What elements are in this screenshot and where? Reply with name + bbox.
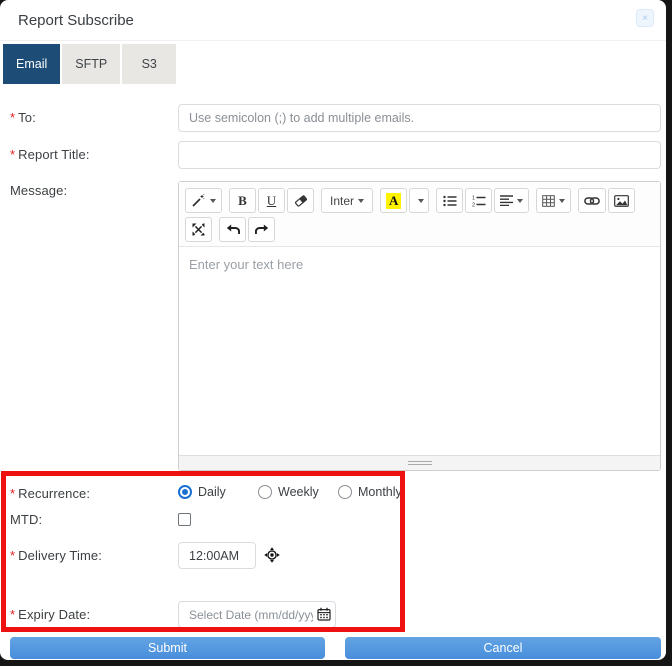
eraser-icon	[294, 194, 308, 207]
radio-daily-label: Daily	[198, 485, 226, 499]
align-left-icon	[500, 195, 514, 206]
tab-bar: Email SFTP S3	[0, 40, 666, 84]
expiry-date-input[interactable]	[178, 601, 336, 628]
font-color-icon: A	[386, 192, 402, 209]
chevron-down-icon	[358, 198, 364, 203]
delivery-time-label: * Delivery Time:	[10, 548, 102, 563]
chevron-down-icon	[418, 198, 425, 203]
chevron-down-icon	[559, 198, 566, 203]
table-grid-icon	[542, 194, 556, 207]
page-title: Report Subscribe	[18, 11, 134, 29]
tab-sftp[interactable]: SFTP	[62, 44, 121, 84]
to-input[interactable]	[178, 104, 661, 132]
form-content: *To: *Report Title: Message:	[0, 84, 666, 628]
delivery-time-input[interactable]	[178, 542, 256, 569]
table-button[interactable]	[536, 188, 572, 213]
editor-toolbar: B U Inter	[179, 182, 660, 247]
message-row: Message:	[10, 181, 666, 471]
required-asterisk: *	[10, 548, 16, 563]
delivery-time-row: * Delivery Time:	[10, 542, 666, 569]
svg-text:2: 2	[472, 202, 475, 207]
mtd-label: MTD:	[10, 512, 43, 527]
radio-monthly[interactable]: Monthly	[338, 485, 418, 499]
paragraph-align-button[interactable]	[494, 188, 530, 213]
mtd-checkbox[interactable]	[178, 513, 191, 526]
radio-unchecked-icon	[338, 485, 352, 499]
to-label: * To:	[10, 110, 36, 125]
time-target-icon[interactable]	[264, 547, 280, 563]
radio-daily[interactable]: Daily	[178, 485, 258, 499]
redo-icon	[254, 224, 269, 235]
expiry-date-row: * Expiry Date:	[10, 601, 666, 628]
fullscreen-arrows-icon	[192, 223, 205, 236]
rich-text-editor: B U Inter	[178, 181, 661, 471]
magic-wand-icon	[191, 193, 206, 208]
message-label: Message:	[10, 183, 68, 198]
font-color-button[interactable]: A	[380, 188, 408, 213]
radio-weekly-label: Weekly	[278, 485, 319, 499]
tab-email[interactable]: Email	[3, 44, 61, 84]
link-icon	[584, 196, 601, 206]
required-asterisk: *	[10, 110, 16, 125]
radio-checked-icon	[178, 485, 192, 499]
submit-button[interactable]: Submit	[10, 637, 325, 659]
calendar-icon[interactable]	[317, 607, 331, 621]
expiry-date-label: * Expiry Date:	[10, 607, 91, 622]
redo-button[interactable]	[248, 217, 275, 242]
magic-style-button[interactable]	[185, 188, 222, 213]
radio-weekly[interactable]: Weekly	[258, 485, 338, 499]
radio-unchecked-icon	[258, 485, 272, 499]
font-family-value: Inter	[329, 193, 354, 208]
font-color-dropdown[interactable]	[409, 188, 430, 213]
radio-monthly-label: Monthly	[358, 485, 402, 499]
close-icon: ×	[642, 13, 648, 24]
report-title-row: * Report Title:	[10, 141, 666, 169]
editor-resize-bar[interactable]	[179, 455, 660, 470]
mtd-row: MTD:	[10, 512, 666, 527]
unordered-list-button[interactable]	[436, 188, 464, 213]
chevron-down-icon	[210, 198, 216, 203]
underline-button[interactable]: U	[258, 188, 285, 213]
fullscreen-button[interactable]	[185, 217, 212, 242]
chevron-down-icon	[517, 198, 524, 203]
report-title-label: * Report Title:	[10, 147, 90, 162]
recurrence-label: * Recurrence:	[10, 486, 91, 501]
editor-placeholder-text: Enter your text here	[189, 257, 304, 272]
undo-button[interactable]	[219, 217, 246, 242]
clear-formatting-button[interactable]	[287, 188, 314, 213]
undo-icon	[226, 224, 240, 235]
message-editable-area[interactable]: Enter your text here	[179, 247, 660, 455]
required-asterisk: *	[10, 486, 16, 501]
to-row: * To:	[10, 104, 666, 132]
cancel-button[interactable]: Cancel	[345, 637, 661, 659]
drag-handle-icon	[407, 459, 432, 467]
bullet-list-icon	[443, 195, 457, 207]
svg-text:1: 1	[472, 195, 475, 201]
insert-image-button[interactable]	[608, 188, 636, 213]
bold-button[interactable]: B	[229, 188, 256, 213]
insert-link-button[interactable]	[578, 188, 607, 213]
required-asterisk: *	[10, 147, 16, 162]
required-asterisk: *	[10, 607, 16, 622]
font-family-dropdown[interactable]: Inter	[321, 188, 373, 213]
report-title-input[interactable]	[178, 141, 661, 169]
tab-s3[interactable]: S3	[122, 44, 177, 84]
image-icon	[614, 194, 630, 207]
modal-header: Report Subscribe ×	[0, 0, 666, 40]
recurrence-row: * Recurrence: Daily Weekly Monthly	[10, 485, 666, 501]
close-button[interactable]: ×	[636, 9, 654, 27]
